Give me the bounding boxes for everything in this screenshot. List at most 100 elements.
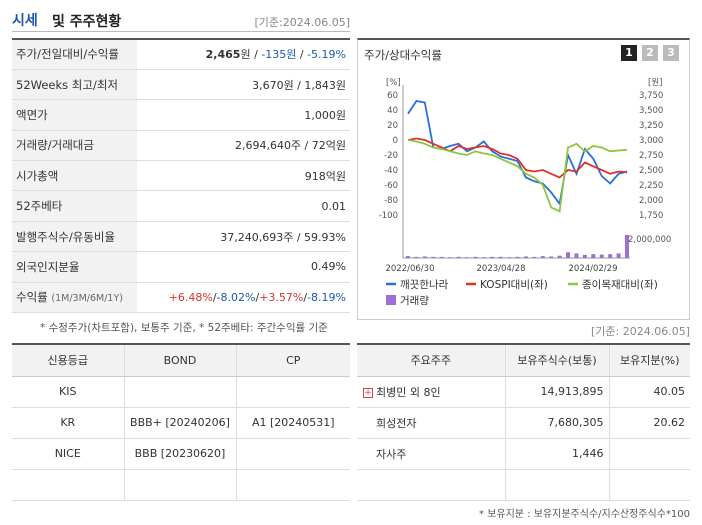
table-row: 액면가 1,000원 xyxy=(12,99,350,131)
table-header-row: 주요주주 보유주식수(보통) 보유지분(%) xyxy=(357,344,690,377)
table-row: KR BBB+ [20240206] A1 [20240531] xyxy=(12,407,350,439)
volume-bar xyxy=(448,257,453,258)
table-row: 발행주식수/유동비율 37,240,693주 / 59.93% xyxy=(12,221,350,253)
shareholders-table: 주요주주 보유주식수(보통) 보유지분(%) + 최병민 외 8인 14,913,… xyxy=(357,343,690,501)
legend-label: 깨끗한나라 xyxy=(400,279,449,291)
volume-bar xyxy=(439,256,444,258)
right-tick-label: 2,500 xyxy=(639,166,663,176)
chart-title: 주가/상대수익률 xyxy=(364,48,442,62)
row-label: 액면가 xyxy=(12,99,137,131)
right-tick-label: 3,250 xyxy=(639,121,663,131)
x-tick-label: 2022/06/30 xyxy=(386,264,435,274)
volume-bar xyxy=(574,253,579,258)
table-row: + 최병민 외 8인 14,913,895 40.05 xyxy=(357,376,690,408)
price-change: -135원 xyxy=(261,48,297,62)
volume-bar xyxy=(608,254,613,258)
return-values: +6.48%/-8.02%/+3.57%/-8.19% xyxy=(137,282,350,314)
x-tick-label: 2023/04/28 xyxy=(477,264,526,274)
volume-bar xyxy=(515,256,520,258)
current-price: 2,465 xyxy=(205,48,241,62)
price-rate: -5.19% xyxy=(307,48,346,62)
table-row: 외국인지분율 0.49% xyxy=(12,251,350,283)
price-info-table: 주가/전일대비/수익률 2,465원 / -135원 / -5.19% 52We… xyxy=(12,38,350,314)
expand-plus-icon[interactable]: + xyxy=(363,387,373,398)
col-header: 보유지분(%) xyxy=(609,344,690,377)
table-row: 시가총액 918억원 xyxy=(12,160,350,192)
volume-bar xyxy=(582,254,587,258)
right-tick-label: 3,500 xyxy=(639,106,663,116)
chart-tab-1[interactable]: 1 xyxy=(621,45,637,61)
table-row: KIS xyxy=(12,376,350,408)
row-value: 1,000원 xyxy=(137,99,350,131)
table-row xyxy=(357,469,690,501)
series-line xyxy=(407,100,628,207)
legend-label: KOSPI대비(좌) xyxy=(480,279,548,291)
volume-bar xyxy=(431,256,436,258)
volume-bar xyxy=(507,257,512,258)
row-label: 수익률 (1M/3M/6M/1Y) xyxy=(12,282,137,314)
left-tick-label: -60 xyxy=(384,181,398,191)
section-title-bar: 시세 및 주주현황 [기준:2024.06.05] xyxy=(12,10,350,32)
table-row: 주가/전일대비/수익률 2,465원 / -135원 / -5.19% xyxy=(12,39,350,70)
table-row: 거래량/거래대금 2,694,640주 / 72억원 xyxy=(12,130,350,162)
left-tick-label: -100 xyxy=(379,211,398,221)
volume-bar xyxy=(566,252,571,258)
right-tick-label: 2,000 xyxy=(639,196,663,206)
right-tick-label: 2,250 xyxy=(639,181,663,191)
right-tick-label: 1,750 xyxy=(639,211,663,221)
volume-bar xyxy=(422,256,427,258)
volume-bar xyxy=(591,254,596,258)
row-label: 외국인지분율 xyxy=(12,251,137,283)
volume-bar xyxy=(406,256,410,258)
table-row: 자사주 1,446 xyxy=(357,438,690,470)
right-axis-unit: [원] xyxy=(648,78,662,88)
row-value: 0.01 xyxy=(137,190,350,222)
row-value: 0.49% xyxy=(137,251,350,283)
series-line xyxy=(407,137,628,179)
base-date-2: [기준: 2024.06.05] xyxy=(590,325,690,338)
left-tick-label: 0 xyxy=(393,136,398,146)
volume-bar xyxy=(625,235,629,258)
col-header: CP xyxy=(236,344,350,377)
volume-bar xyxy=(557,255,562,258)
volume-bar xyxy=(532,256,537,258)
col-header: BOND xyxy=(124,344,237,377)
col-header: 주요주주 xyxy=(357,344,506,377)
table-row: 수익률 (1M/3M/6M/1Y) +6.48%/-8.02%/+3.57%/-… xyxy=(12,282,350,314)
table-row xyxy=(12,469,350,501)
left-tick-label: -40 xyxy=(384,166,398,176)
volume-tick-label: 2,000,000 xyxy=(628,235,671,245)
row-value: 918억원 xyxy=(137,160,350,192)
holders-note: * 보유지분 : 보유지분주식수/지수산정주식수*100 xyxy=(479,509,690,520)
volume-bar xyxy=(481,257,486,258)
volume-bar xyxy=(490,256,495,258)
chart-tabs: 1 2 3 xyxy=(621,45,679,61)
section-subtitle: 및 주주현황 xyxy=(52,14,122,30)
row-label: 주가/전일대비/수익률 xyxy=(12,39,137,70)
legend-swatch xyxy=(386,295,396,305)
left-axis-unit: [%] xyxy=(386,78,401,88)
price-note: * 수정주가(차트포함), 보통주 기준, * 52주베타: 주간수익률 기준 xyxy=(40,322,328,334)
left-tick-label: -80 xyxy=(384,196,398,206)
right-tick-label: 2,750 xyxy=(639,151,663,161)
right-tick-label: 3,750 xyxy=(639,91,663,101)
table-header-row: 신용등급 BOND CP xyxy=(12,344,350,377)
table-row: 52주베타 0.01 xyxy=(12,190,350,222)
chart-tab-2[interactable]: 2 xyxy=(642,45,658,61)
credit-rating-table: 신용등급 BOND CP KIS KR BBB+ [20240206] A1 [20… xyxy=(12,343,350,501)
row-value: 2,694,640주 / 72억원 xyxy=(137,130,350,162)
left-tick-label: 40 xyxy=(387,106,398,116)
row-value: 2,465원 / -135원 / -5.19% xyxy=(137,39,350,70)
row-label: 발행주식수/유동비율 xyxy=(12,221,137,253)
volume-bar xyxy=(540,256,545,258)
volume-bar xyxy=(549,256,554,258)
chart-tab-3[interactable]: 3 xyxy=(663,45,679,61)
volume-bar xyxy=(464,257,469,258)
x-tick-label: 2024/02/29 xyxy=(569,264,618,274)
section-title: 시세 xyxy=(12,13,38,29)
volume-bar xyxy=(473,256,478,258)
left-tick-label: -20 xyxy=(384,151,398,161)
row-value: 3,670원 / 1,843원 xyxy=(137,69,350,101)
table-row: 희성전자 7,680,305 20.62 xyxy=(357,407,690,439)
row-label: 거래량/거래대금 xyxy=(12,130,137,162)
